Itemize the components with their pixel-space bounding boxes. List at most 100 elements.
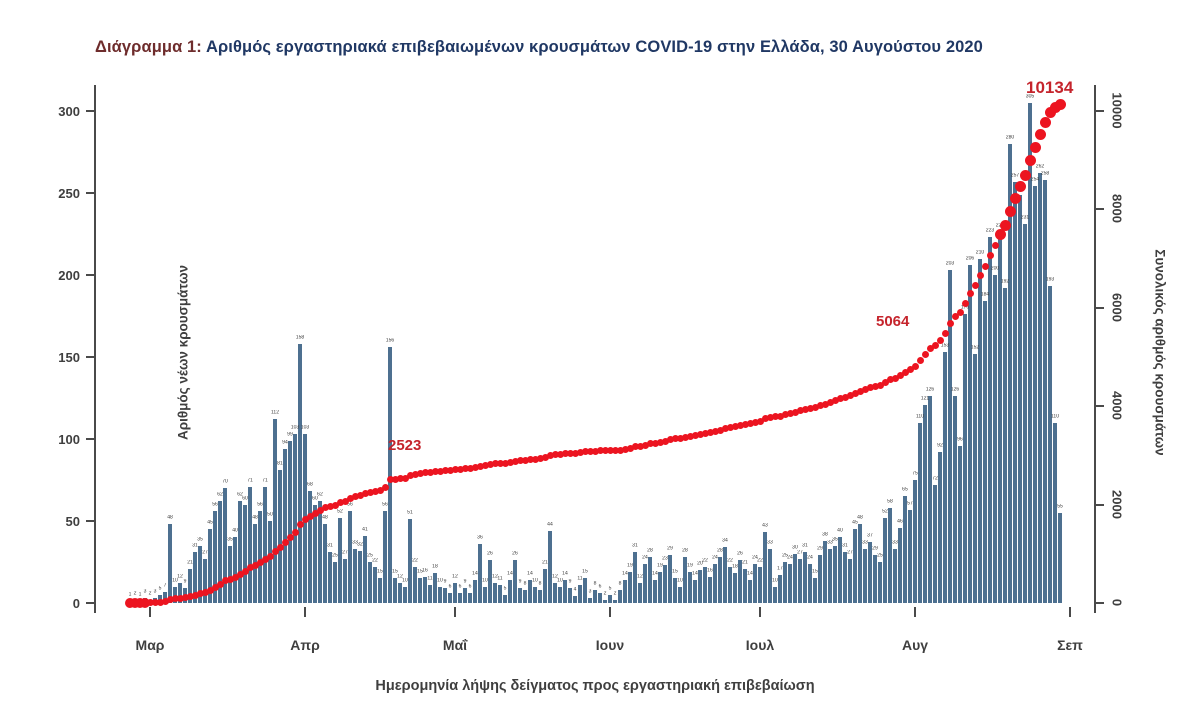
bar-value-label: 7 [163,583,167,589]
bar [663,565,667,603]
bar-value-label: 51 [407,510,413,516]
bar-value-label: 203 [945,261,955,267]
cumulative-line-dot [251,561,259,569]
bar-value-label: 25 [332,553,338,559]
cumulative-line-dot [431,468,439,476]
bar [188,569,192,603]
bar [933,485,937,603]
cumulative-line-dot [731,422,739,430]
cumulative-line-dot [861,386,869,394]
cumulative-line-dot [436,467,444,475]
bar-value-label: 24 [712,555,718,561]
cumulative-line-dot [511,457,519,465]
bar [648,557,652,603]
bar [468,593,472,603]
bar-value-label: 305 [1025,94,1035,100]
bar [668,555,672,603]
cumulative-line-dot [331,501,339,509]
bar-value-label: 31 [842,543,848,549]
bar [388,347,392,603]
bar [368,562,372,603]
bar [233,537,237,603]
cumulative-line-dot [301,516,309,524]
right-axis-tick-label: 10000 [1109,92,1125,129]
bar-value-label: 8 [618,581,622,587]
cumulative-line-dot [426,468,434,476]
bar-value-label: 110 [1050,414,1060,420]
bar [1053,423,1057,603]
cumulative-line-dot [256,559,264,567]
chart-title-text: Αριθμός εργαστηριακά επιβεβαιωμένων κρου… [201,38,983,56]
bar-value-label: 22 [372,558,378,564]
bar-value-label: 110 [915,414,925,420]
cumulative-line-dot [736,421,744,429]
cumulative-line-dot [471,464,479,472]
cumulative-line-dot [391,475,399,483]
bar [278,470,282,603]
cumulative-line-dot [596,447,604,455]
cumulative-line-dot [151,598,159,606]
bar-value-label: 56 [212,502,218,508]
bar [978,259,982,603]
bar-value-label: 156 [385,338,395,344]
bar-value-label: 52 [337,509,343,515]
bar-value-label: 46 [897,519,903,525]
bar [263,487,267,603]
bar [773,587,777,603]
left-axis-tick [86,520,95,522]
x-axis-title: Ημερομηνία λήψης δείγματος προς εργαστηρ… [375,678,815,694]
left-axis-title: Αριθμός νέων κρουσμάτων [175,264,191,441]
cumulative-line-dot [846,392,854,400]
x-axis-tick [1069,607,1071,617]
right-axis-tick [1095,503,1104,506]
cumulative-line-dot [566,449,574,457]
bar [243,505,247,603]
bar-value-label: 6 [468,584,472,590]
cumulative-line-dot [816,402,824,410]
cumulative-line-dot [781,411,789,419]
cumulative-line-dot [961,300,969,308]
bar-value-label: 30 [792,545,798,551]
bar [703,567,707,603]
cumulative-line-dot [901,369,909,377]
cumulative-line-dot [851,390,859,398]
bar [173,587,177,603]
cumulative-line-dot [826,398,834,406]
bar [578,585,582,603]
bar [413,567,417,603]
cumulative-line-dot [371,487,379,495]
bar-value-label: 60 [312,496,318,502]
cumulative-line-dot [776,412,784,420]
bar-value-label: 158 [295,335,305,341]
bar-value-label: 94 [282,440,288,446]
cumulative-line-dot [181,594,189,602]
x-axis-tick [914,607,916,617]
cumulative-line-dot [841,393,849,401]
cumulative-line-dot [551,451,559,459]
bar-value-label: 40 [232,528,238,534]
bar [878,562,882,603]
bar [1038,173,1042,603]
bar [623,580,627,603]
bar-value-label: 32 [357,542,363,548]
bar [493,583,497,603]
cumulative-line-dot [581,448,589,456]
bar [643,564,647,603]
cumulative-line-dot [941,329,949,337]
cumulative-line-dot [994,229,1006,241]
bar [308,491,312,603]
bar-value-label: 15 [377,569,383,575]
bar-value-label: 15 [392,569,398,575]
bar [938,452,942,603]
cumulative-line-dot [571,449,579,457]
bar [398,583,402,603]
bar-value-label: 33 [352,540,358,546]
bar [673,578,677,603]
bar [803,552,807,603]
left-axis-line [94,85,96,613]
bar-value-label: 14 [747,571,753,577]
bar-value-label: 70 [222,479,228,485]
bar [538,590,542,603]
bar-value-label: 62 [237,492,243,498]
month-label: Μαρ [135,637,165,653]
